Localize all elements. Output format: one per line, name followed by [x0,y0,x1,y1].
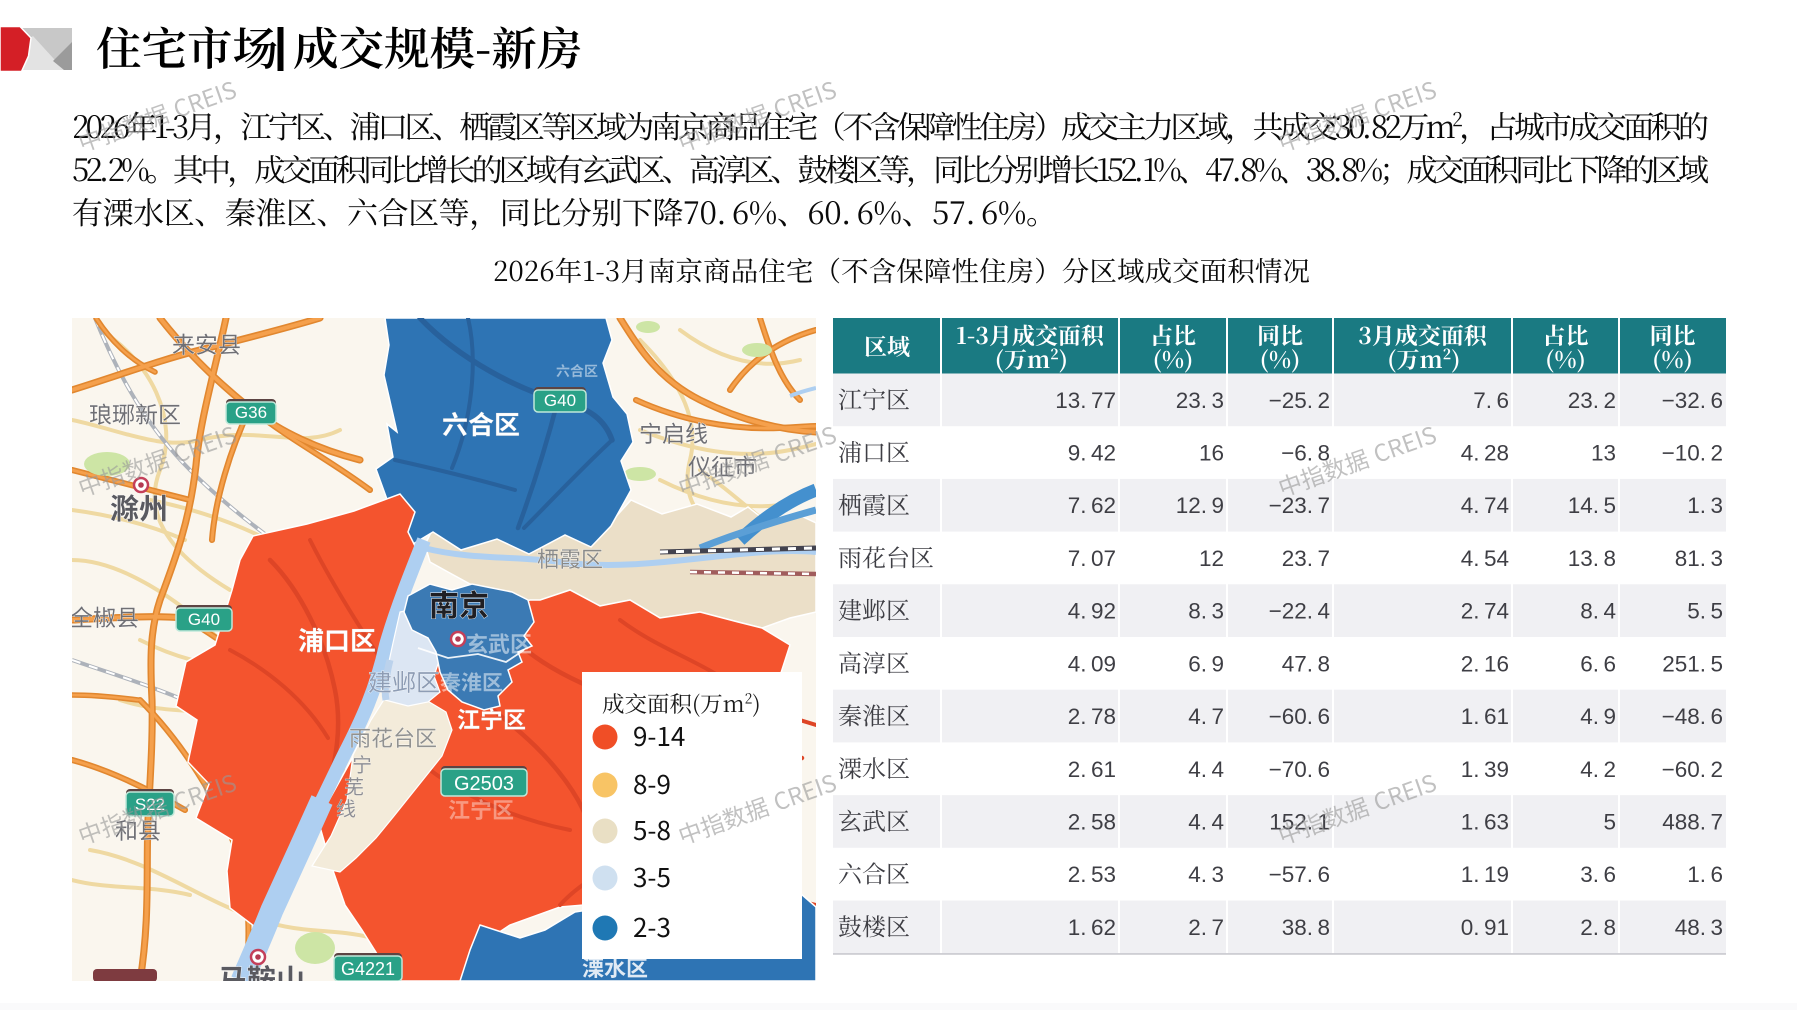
svg-text:4. 54: 4. 54 [1461,546,1509,571]
svg-text:−60. 6: −60. 6 [1269,704,1330,729]
svg-text:1. 63: 1. 63 [1461,810,1509,835]
svg-text:−23. 7: −23. 7 [1269,493,1330,518]
svg-text:2. 7: 2. 7 [1188,915,1224,940]
svg-text:9. 42: 9. 42 [1068,441,1116,466]
svg-text:−6. 8: −6. 8 [1281,441,1330,466]
svg-text:23. 7: 23. 7 [1282,546,1330,571]
svg-text:4. 92: 4. 92 [1068,599,1116,624]
svg-text:4. 9: 4. 9 [1580,704,1616,729]
svg-text:23. 2: 23. 2 [1568,388,1616,413]
svg-text:13. 8: 13. 8 [1568,546,1616,571]
svg-text:488. 7: 488. 7 [1662,810,1723,835]
svg-text:G4221: G4221 [341,959,395,979]
svg-text:4. 28: 4. 28 [1461,441,1509,466]
svg-text:1. 19: 1. 19 [1461,862,1509,887]
svg-text:4. 09: 4. 09 [1068,651,1116,676]
svg-text:2. 8: 2. 8 [1580,915,1616,940]
svg-text:23. 3: 23. 3 [1176,388,1224,413]
svg-text:6. 9: 6. 9 [1188,651,1224,676]
svg-text:12. 9: 12. 9 [1176,493,1224,518]
svg-text:−48. 6: −48. 6 [1662,704,1723,729]
svg-text:12: 12 [1199,546,1224,571]
svg-text:47. 8: 47. 8 [1282,651,1330,676]
svg-text:4. 2: 4. 2 [1580,757,1616,782]
svg-text:−10. 2: −10. 2 [1662,441,1723,466]
svg-text:4. 4: 4. 4 [1188,810,1224,835]
svg-text:2. 16: 2. 16 [1461,651,1509,676]
svg-text:8. 4: 8. 4 [1580,599,1616,624]
svg-text:−70. 6: −70. 6 [1269,757,1330,782]
svg-text:16: 16 [1199,441,1224,466]
svg-text:−57. 6: −57. 6 [1269,862,1330,887]
svg-text:−22. 4: −22. 4 [1269,599,1330,624]
svg-text:13. 77: 13. 77 [1055,388,1116,413]
svg-text:2. 53: 2. 53 [1068,862,1116,887]
svg-text:7. 6: 7. 6 [1473,388,1509,413]
svg-text:3. 6: 3. 6 [1580,862,1616,887]
svg-text:7. 62: 7. 62 [1068,493,1116,518]
svg-text:1. 39: 1. 39 [1461,757,1509,782]
svg-text:1. 6: 1. 6 [1687,862,1723,887]
svg-text:7. 07: 7. 07 [1068,546,1116,571]
svg-text:13: 13 [1591,441,1616,466]
svg-text:38. 8: 38. 8 [1282,915,1330,940]
svg-text:G36: G36 [235,403,267,422]
svg-text:81. 3: 81. 3 [1675,546,1723,571]
svg-text:2. 78: 2. 78 [1068,704,1116,729]
svg-text:48. 3: 48. 3 [1675,915,1723,940]
svg-text:−25. 2: −25. 2 [1269,388,1330,413]
svg-text:5: 5 [1603,810,1616,835]
svg-text:G2503: G2503 [454,773,514,795]
svg-text:2. 58: 2. 58 [1068,810,1116,835]
svg-text:5. 5: 5. 5 [1687,599,1723,624]
svg-text:4. 4: 4. 4 [1188,757,1224,782]
svg-text:G40: G40 [544,391,576,410]
svg-text:1. 3: 1. 3 [1687,493,1723,518]
svg-text:1. 61: 1. 61 [1461,704,1509,729]
svg-text:2. 74: 2. 74 [1461,599,1509,624]
svg-text:0. 91: 0. 91 [1461,915,1509,940]
svg-text:4. 74: 4. 74 [1461,493,1509,518]
svg-text:14. 5: 14. 5 [1568,493,1616,518]
svg-text:251. 5: 251. 5 [1662,651,1723,676]
svg-text:G40: G40 [188,610,220,629]
svg-text:2. 61: 2. 61 [1068,757,1116,782]
svg-text:4. 7: 4. 7 [1188,704,1224,729]
svg-text:1. 62: 1. 62 [1068,915,1116,940]
svg-text:6. 6: 6. 6 [1580,651,1616,676]
svg-text:−32. 6: −32. 6 [1662,388,1723,413]
svg-text:8. 3: 8. 3 [1188,599,1224,624]
svg-text:4. 3: 4. 3 [1188,862,1224,887]
svg-text:−60. 2: −60. 2 [1662,757,1723,782]
